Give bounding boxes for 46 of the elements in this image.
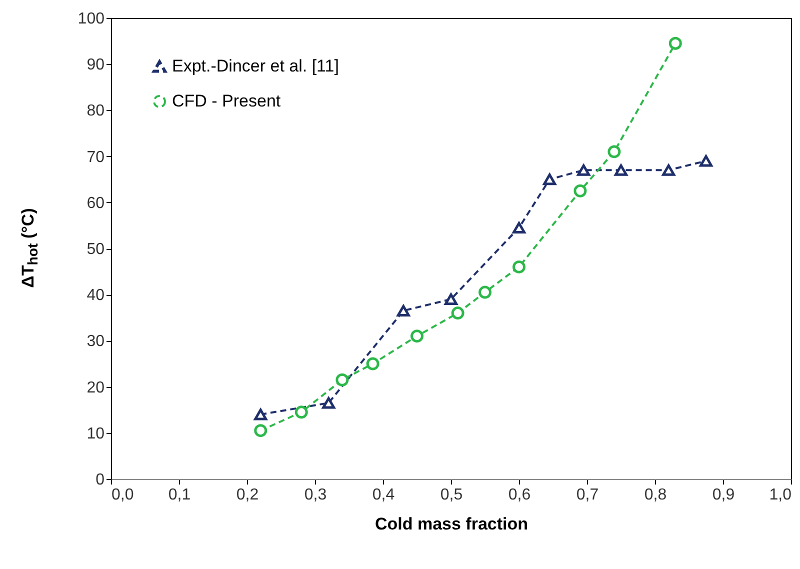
x-tick-label: 0,8	[644, 486, 667, 504]
legend-label: CFD - Present	[172, 92, 281, 110]
point	[512, 222, 526, 234]
point	[396, 304, 410, 317]
point	[366, 357, 380, 370]
y-tick-label: 50	[86, 241, 105, 258]
y-tick-label: 60	[86, 194, 105, 212]
point	[512, 260, 526, 274]
x-tick-label: 0,3	[304, 486, 327, 504]
point	[614, 164, 628, 176]
x-tick-label: 0,1	[168, 486, 191, 504]
x-tick-label: 0,6	[508, 486, 531, 504]
y-tick-label: 80	[86, 102, 105, 120]
point	[577, 164, 590, 176]
y-tick-label: 40	[86, 287, 105, 304]
point	[451, 306, 464, 320]
point	[574, 184, 587, 198]
y-tick-label: 0	[96, 472, 105, 488]
point	[254, 408, 268, 420]
y-tick-label: 10	[86, 425, 105, 442]
point	[662, 164, 676, 176]
point	[444, 293, 458, 305]
y-tick-label: 30	[86, 333, 105, 350]
point	[322, 397, 336, 409]
x-tick-label: 0,9	[712, 486, 735, 504]
x-tick-label: 0,0	[112, 486, 134, 504]
point	[254, 424, 268, 438]
x-tick-label: 1,0	[769, 486, 792, 504]
point	[668, 36, 682, 50]
x-axis-title: Cold mass fraction	[374, 514, 528, 534]
point	[478, 286, 492, 299]
legend-label: Expt.-Dincer et al. [11]	[172, 56, 339, 76]
y-tick-label: 100	[78, 10, 105, 28]
y-tick-label: 70	[86, 148, 105, 166]
y-tick-label: 20	[86, 379, 105, 396]
x-tick-label: 0,2	[236, 486, 259, 504]
x-tick-label: 0,4	[372, 486, 395, 504]
point	[700, 155, 712, 167]
point	[543, 174, 556, 186]
point	[336, 373, 349, 386]
x-tick-label: 0,5	[440, 486, 463, 504]
x-tick-label: 0,7	[576, 486, 599, 504]
point	[294, 406, 308, 419]
y-tick-label: 90	[86, 56, 105, 74]
point	[410, 330, 424, 343]
point	[608, 145, 621, 158]
